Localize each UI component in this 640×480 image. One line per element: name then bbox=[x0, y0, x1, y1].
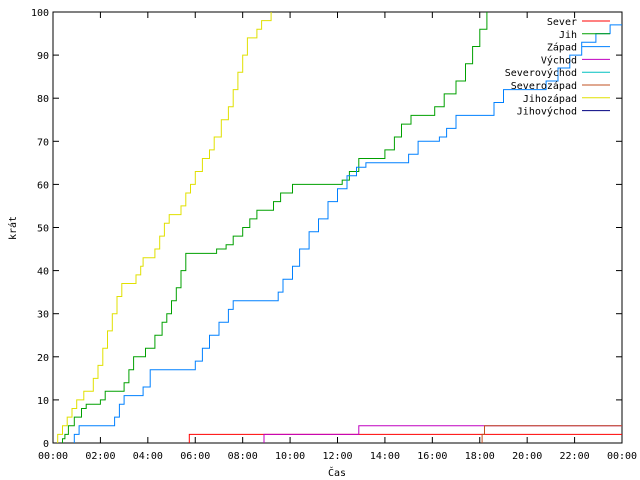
legend-label: Sever bbox=[547, 17, 577, 28]
y-tick-label: 30 bbox=[37, 310, 49, 321]
legend-label: Západ bbox=[547, 42, 577, 54]
y-axis-label: krát bbox=[7, 216, 19, 240]
axis-ticks bbox=[52, 11, 623, 444]
x-tick-label: 08:00 bbox=[228, 451, 258, 462]
x-tick-label: 16:00 bbox=[417, 451, 447, 462]
y-tick-label: 50 bbox=[37, 224, 49, 235]
y-tick-label: 60 bbox=[37, 180, 49, 191]
y-tick-label: 100 bbox=[31, 8, 49, 19]
x-tick-label: 00:00 bbox=[38, 451, 68, 462]
axis-tick-labels: 00:00 02:00 04:00 06:00 08:00 10:00 12:00 14:00… bbox=[31, 8, 637, 462]
y-tick-label: 20 bbox=[37, 353, 49, 364]
x-tick-label: 12:00 bbox=[322, 451, 352, 462]
y-tick-label: 90 bbox=[37, 51, 49, 62]
x-tick-label: 02:00 bbox=[85, 451, 115, 462]
series-line-1 bbox=[62, 12, 488, 443]
y-tick-label: 10 bbox=[37, 396, 49, 407]
x-tick-label: 14:00 bbox=[370, 451, 400, 462]
x-tick-label: 04:00 bbox=[133, 451, 163, 462]
x-tick-label: 10:00 bbox=[275, 451, 305, 462]
x-tick-label: 18:00 bbox=[465, 451, 495, 462]
x-tick-label: 22:00 bbox=[560, 451, 590, 462]
series-line-5 bbox=[481, 425, 622, 443]
legend-label: Jih bbox=[559, 30, 577, 41]
series-line-2 bbox=[73, 24, 622, 443]
series-lines bbox=[57, 12, 622, 443]
x-tick-label: 00:00 bbox=[607, 451, 637, 462]
y-tick-label: 70 bbox=[37, 137, 49, 148]
series-line-6 bbox=[57, 12, 272, 443]
x-tick-label: 06:00 bbox=[180, 451, 210, 462]
y-tick-label: 40 bbox=[37, 267, 49, 278]
x-axis-label: Čas bbox=[328, 466, 346, 479]
series-line-0 bbox=[188, 433, 622, 443]
legend-label: Východ bbox=[541, 54, 577, 66]
legend-label: Severovýchod bbox=[505, 67, 577, 79]
legend-label: Severozápad bbox=[511, 80, 577, 92]
legend-label: Jihozápad bbox=[523, 93, 577, 105]
y-tick-label: 80 bbox=[37, 94, 49, 105]
y-tick-label: 0 bbox=[43, 439, 49, 450]
series-line-3 bbox=[263, 425, 622, 443]
legend: Sever JihZápadVýchodSeverovýchodSeverozáp… bbox=[505, 17, 610, 118]
legend-label: Jihovýchod bbox=[517, 106, 577, 118]
x-tick-label: 20:00 bbox=[512, 451, 542, 462]
